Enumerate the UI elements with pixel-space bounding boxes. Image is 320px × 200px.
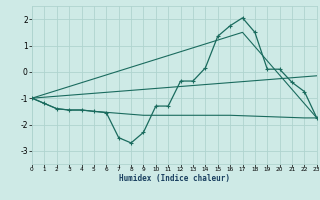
X-axis label: Humidex (Indice chaleur): Humidex (Indice chaleur) bbox=[119, 174, 230, 183]
